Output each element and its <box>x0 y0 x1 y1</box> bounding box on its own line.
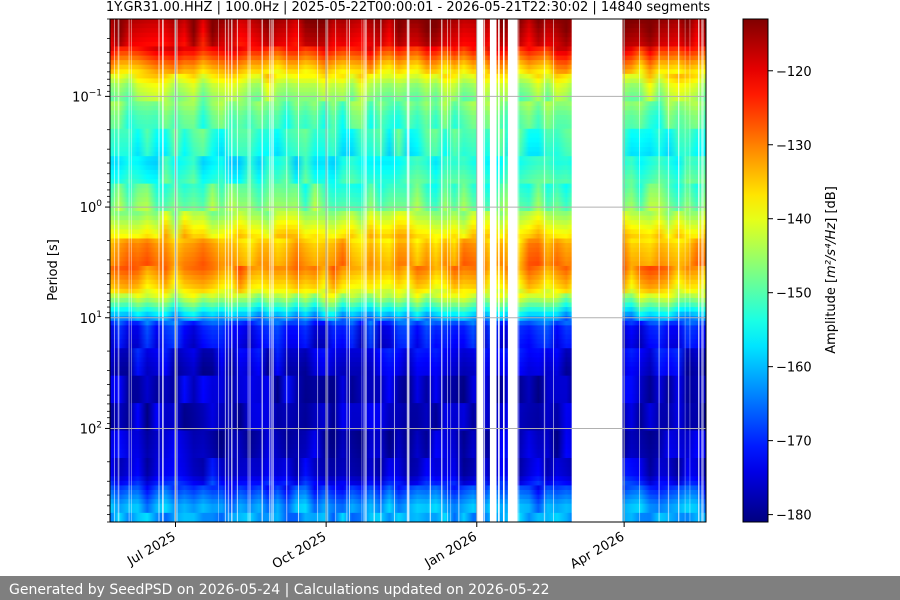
colorbar-label: Amplitude [m²/s⁴/Hz] [dB] <box>824 186 839 354</box>
colorbar-tick-label: −130 <box>776 139 812 154</box>
y-tick-label: 102 <box>80 420 102 437</box>
chart-title: 1Y.GR31.00.HHZ | 100.0Hz | 2025-05-22T00… <box>106 0 711 15</box>
y-tick-label: 100 <box>80 199 103 216</box>
colorbar-tick-label: −140 <box>776 213 812 228</box>
y-axis-label: Period [s] <box>46 239 61 301</box>
psd-figure: 1Y.GR31.00.HHZ | 100.0Hz | 2025-05-22T00… <box>46 0 839 572</box>
colorbar-tick-label: −160 <box>776 361 812 376</box>
x-tick-label: Jan 2026 <box>422 529 480 571</box>
colorbar-tick-label: −170 <box>776 435 812 450</box>
y-tick-label: 101 <box>80 310 102 327</box>
x-tick-label: Oct 2025 <box>270 529 329 572</box>
y-tick-label: 10−1 <box>72 88 102 105</box>
data-gap <box>571 19 623 522</box>
data-gap <box>507 19 518 522</box>
x-tick-label: Apr 2026 <box>568 529 627 572</box>
colorbar-tick-label: −150 <box>776 287 812 302</box>
data-gap <box>503 19 505 522</box>
colorbar-tick-label: −120 <box>776 65 812 80</box>
x-tick-label: Jul 2025 <box>124 529 178 569</box>
data-gap <box>489 19 497 522</box>
y-axis-ticks: 10−1 100 101 102 <box>72 18 110 523</box>
spectrogram-plot-area <box>110 19 706 522</box>
colorbar-tick-label: −180 <box>776 509 812 524</box>
footer-bar: Generated by SeedPSD on 2026-05-24 | Cal… <box>0 576 900 600</box>
x-axis-ticks: Jul 2025 Oct 2025 Jan 2026 Apr 2026 <box>124 522 627 572</box>
colorbar: −120 −130 −140 −150 −160 −170 −180 <box>742 18 812 524</box>
plot-frame <box>109 18 707 523</box>
colorbar-gradient <box>742 18 769 523</box>
data-gap <box>498 19 500 522</box>
data-gap <box>476 19 484 522</box>
